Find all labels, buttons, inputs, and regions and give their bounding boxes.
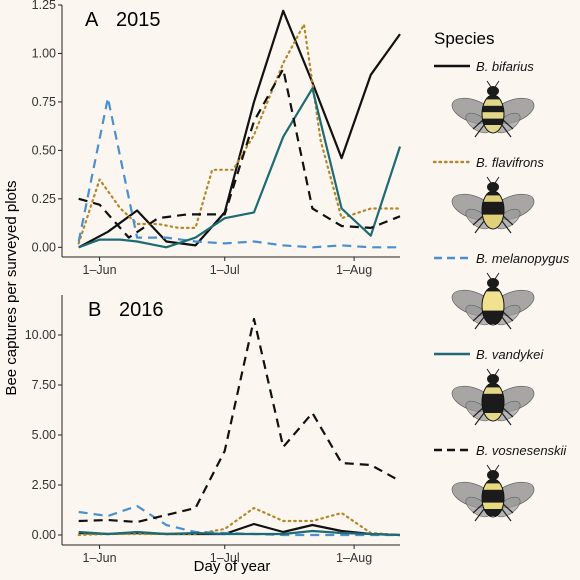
panel-a: A 2015 0.00 0.25 0.50 0.75 1.00 1.25 1–Jun 1–Ju… [32, 0, 402, 277]
bumblebee-melanopygus-icon [451, 272, 535, 330]
y-tick-label: 5.00 [32, 428, 56, 442]
series-line-flavifrons [77, 506, 402, 537]
series-line-vosnesenskii [78, 317, 401, 524]
x-tick-label: 1–Jul [210, 551, 240, 565]
legend-label: B. vosnesenskii [476, 443, 567, 458]
legend-label: B. melanopygus [476, 251, 570, 266]
panel-title: 2016 [119, 299, 164, 321]
y-tick-label: 10.00 [25, 328, 56, 342]
y-tick-label: 0.00 [32, 528, 56, 542]
series-line-flavifrons [77, 23, 402, 245]
x-tick-label: 1–Aug [336, 263, 372, 277]
legend-item-bifarius: B. bifarius [434, 59, 535, 138]
x-tick-label: 1–Aug [336, 551, 372, 565]
y-tick-label: 1.25 [32, 0, 56, 12]
bumblebee-bifarius-icon [451, 80, 535, 138]
series-line-vandykei [78, 87, 402, 249]
legend-label: B. flavifrons [476, 155, 544, 170]
legend-title: Species [434, 29, 494, 48]
legend-label: B. vandykei [476, 347, 544, 362]
panel-letter: A [85, 9, 99, 31]
bumblebee-flavifrons-icon [451, 176, 535, 234]
y-tick-label: 2.50 [32, 478, 56, 492]
x-tick-label: 1–Jun [83, 263, 117, 277]
x-tick-label: 1–Jun [83, 551, 117, 565]
y-tick-label: 0.50 [32, 143, 56, 157]
y-tick-label: 0.75 [32, 95, 56, 109]
y-tick-label: 7.50 [32, 378, 56, 392]
series-line-vosnesenskii [78, 67, 401, 239]
y-tick-label: 1.00 [32, 46, 56, 60]
y-tick-label: 0.25 [32, 192, 56, 206]
y-axis-label: Bee captures per surveyed plots [3, 180, 20, 395]
legend-item-vandykei: B. vandykei [434, 347, 544, 426]
legend-label: B. bifarius [476, 59, 534, 74]
panel-title: 2015 [116, 9, 161, 31]
legend-item-vosnesenskii: B. vosnesenskii [434, 443, 567, 522]
x-tick-label: 1–Jul [210, 263, 240, 277]
x-axis-label: Day of year [194, 558, 271, 575]
legend-item-flavifrons: B. flavifrons [432, 155, 544, 234]
bumblebee-vosnesenskii-icon [451, 464, 535, 522]
panel-letter: B [88, 299, 101, 321]
legend: Species B. bifarius B. flavifrons B. melan… [432, 29, 570, 522]
legend-item-melanopygus: B. melanopygus [434, 251, 570, 330]
series-line-melanopygus [77, 96, 400, 249]
series-line-bifarius [78, 9, 401, 249]
y-tick-label: 0.00 [32, 240, 56, 254]
panel-b: B 2016 0.00 2.50 5.00 7.50 10.00 1–Jun 1–Jul 1–… [25, 295, 402, 565]
series-line-vandykei [78, 529, 401, 537]
bumblebee-vandykei-icon [451, 368, 535, 426]
